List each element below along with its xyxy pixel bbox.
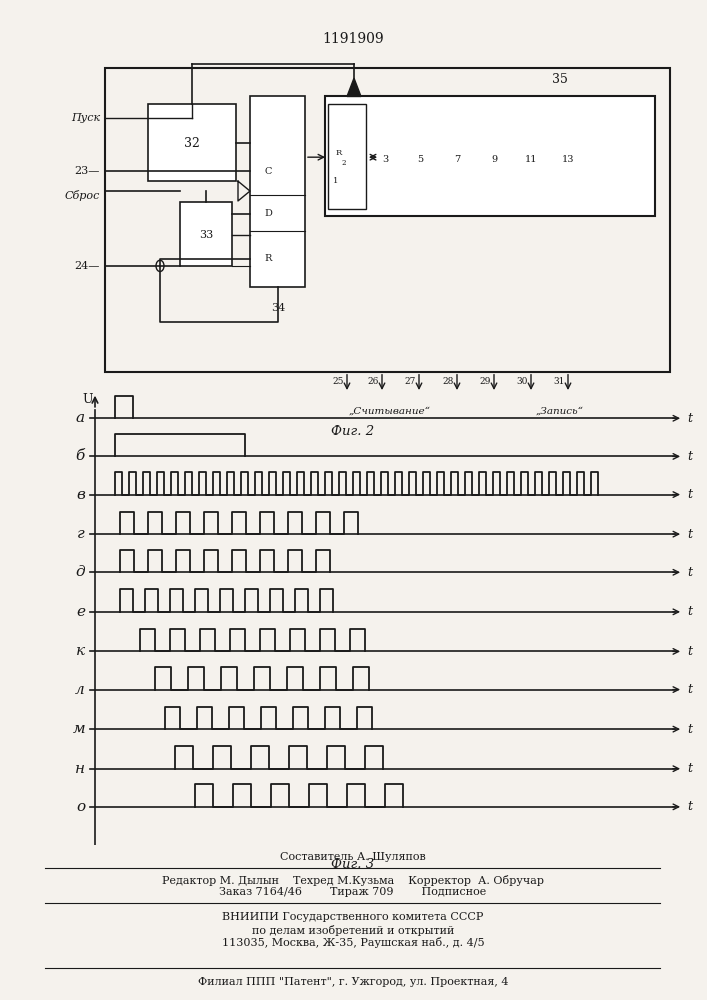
Text: о: о [76,800,85,814]
Text: R: R [264,254,271,263]
Text: U: U [83,393,93,406]
Text: C: C [264,167,271,176]
Text: в: в [76,488,85,502]
Text: t: t [687,605,692,618]
Text: t: t [687,488,692,501]
Text: Фиг. 3: Фиг. 3 [332,858,375,871]
Text: 25: 25 [332,377,344,386]
Text: Филиал ППП "Патент", г. Ужгород, ул. Проектная, 4: Филиал ППП "Патент", г. Ужгород, ул. Про… [198,977,508,987]
Text: 1: 1 [333,177,339,185]
Text: 34: 34 [271,303,285,313]
Text: t: t [687,566,692,579]
Text: t: t [687,528,692,541]
Text: 1191909: 1191909 [322,32,385,46]
Text: 13: 13 [562,155,574,164]
Text: л: л [75,683,85,697]
Bar [180,202,232,266]
Text: 9: 9 [491,155,497,164]
Text: по делам изобретений и открытий: по делам изобретений и открытий [252,924,454,936]
Text: t: t [687,723,692,736]
Text: t: t [687,762,692,775]
Text: „Считывание“: „Считывание“ [349,407,431,416]
Text: 35: 35 [552,73,568,86]
Text: 31: 31 [554,377,565,386]
Text: 29: 29 [479,377,491,386]
Text: ВНИИПИ Государственного комитета СССР: ВНИИПИ Государственного комитета СССР [222,912,484,922]
Text: 11: 11 [525,155,537,164]
Text: Составитель А. Шуляпов: Составитель А. Шуляпов [280,852,426,862]
Text: 33: 33 [199,230,213,240]
Text: 26: 26 [368,377,379,386]
Text: 3: 3 [382,155,388,164]
Bar [325,96,655,216]
Text: Заказ 7164/46        Тираж 709        Подписное: Заказ 7164/46 Тираж 709 Подписное [219,887,486,897]
Text: t: t [687,683,692,696]
Text: t: t [687,412,692,425]
Text: 23—: 23— [75,166,100,176]
Text: t: t [687,450,692,463]
Text: н: н [75,762,85,776]
Bar [328,104,366,209]
Text: Сброс: Сброс [64,190,100,201]
Text: 28: 28 [443,377,454,386]
Text: к: к [76,644,85,658]
Polygon shape [347,78,361,96]
Text: t: t [687,645,692,658]
Text: 30: 30 [517,377,528,386]
Text: 27: 27 [404,377,416,386]
Text: D: D [264,209,272,218]
Text: г: г [77,527,85,541]
Bar [105,68,670,372]
Text: R: R [336,149,342,157]
Bar [250,96,305,287]
Text: 2: 2 [342,159,346,167]
Text: 5: 5 [417,155,423,164]
Text: t: t [687,800,692,813]
Text: а: а [76,411,85,425]
Text: 32: 32 [184,137,200,150]
Text: 113035, Москва, Ж-35, Раушская наб., д. 4/5: 113035, Москва, Ж-35, Раушская наб., д. … [222,938,484,948]
Text: „Запись“: „Запись“ [536,407,584,416]
Text: м: м [72,722,85,736]
Text: Фиг. 2: Фиг. 2 [332,425,375,438]
Text: 24—: 24— [75,261,100,271]
Text: б: б [76,449,85,463]
Text: Редактор М. Дылын    Техред М.Кузьма    Корректор  А. Обручар: Редактор М. Дылын Техред М.Кузьма Коррек… [162,874,544,886]
Text: е: е [76,605,85,619]
Text: 7: 7 [454,155,460,164]
Bar [148,104,236,181]
Text: Пуск: Пуск [71,113,100,123]
Text: д: д [76,565,85,579]
